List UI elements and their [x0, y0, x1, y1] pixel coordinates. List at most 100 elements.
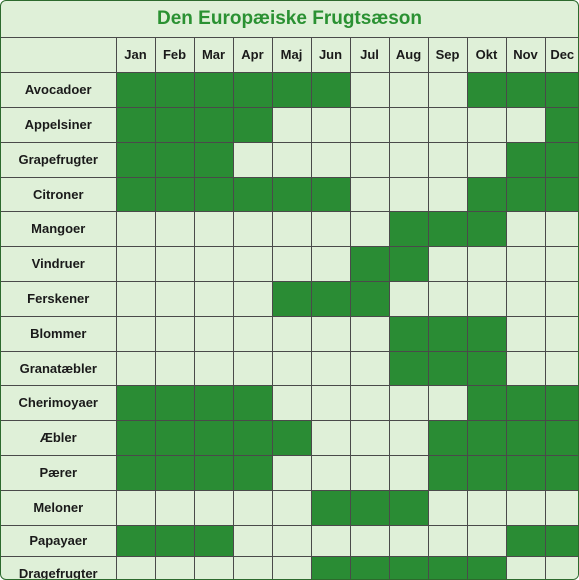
season-cell-out	[544, 489, 578, 526]
season-cell-in	[505, 141, 546, 178]
season-cell-in	[427, 454, 468, 491]
season-cell-in	[193, 454, 234, 491]
fruit-label: Papayaer	[1, 524, 117, 557]
season-cell-out	[544, 245, 578, 282]
season-cell-out	[388, 454, 429, 491]
season-cell-in	[544, 106, 578, 143]
season-cell-out	[349, 419, 390, 456]
season-cell-in	[466, 350, 507, 386]
season-cell-in	[310, 176, 351, 212]
season-cell-in	[271, 176, 312, 212]
season-cell-out	[193, 245, 234, 282]
season-cell-out	[349, 71, 390, 108]
season-cell-in	[154, 106, 195, 143]
season-cell-out	[388, 141, 429, 178]
season-cell-in	[115, 384, 156, 421]
season-cell-out	[271, 210, 312, 247]
season-cell-in	[154, 384, 195, 421]
fruit-label: Grapefrugter	[1, 141, 117, 178]
season-cell-in	[544, 176, 578, 212]
season-cell-in	[505, 384, 546, 421]
season-cell-in	[193, 176, 234, 212]
season-cell-in	[388, 245, 429, 282]
season-cell-out	[154, 245, 195, 282]
month-header: Mar	[193, 38, 234, 73]
season-cell-in	[115, 176, 156, 212]
season-cell-in	[388, 489, 429, 526]
season-cell-out	[388, 71, 429, 108]
season-cell-out	[349, 210, 390, 247]
season-cell-out	[232, 350, 273, 386]
fruit-row: Papayaer	[1, 524, 578, 557]
season-cell-in	[388, 555, 429, 579]
fruit-row: Æbler	[1, 419, 578, 456]
season-cell-in	[232, 419, 273, 456]
season-cell-out	[427, 106, 468, 143]
fruit-label: Appelsiner	[1, 106, 117, 143]
fruit-row: Grapefrugter	[1, 141, 578, 178]
season-cell-out	[349, 350, 390, 386]
season-cell-out	[154, 315, 195, 352]
season-cell-out	[427, 524, 468, 557]
season-cell-out	[544, 350, 578, 386]
month-header: Sep	[427, 38, 468, 73]
fruit-row: Blommer	[1, 315, 578, 352]
season-cell-out	[232, 280, 273, 317]
season-cell-out	[388, 280, 429, 317]
season-cell-in	[505, 524, 546, 557]
season-cell-out	[349, 141, 390, 178]
season-cell-in	[310, 280, 351, 317]
fruit-row: Dragefrugter	[1, 555, 578, 579]
season-cell-out	[427, 141, 468, 178]
month-header: Nov	[505, 38, 546, 73]
month-header: Maj	[271, 38, 312, 73]
season-cell-in	[232, 176, 273, 212]
season-cell-in	[349, 245, 390, 282]
season-cell-in	[466, 419, 507, 456]
season-cell-in	[388, 350, 429, 386]
season-cell-in	[466, 176, 507, 212]
season-cell-in	[466, 555, 507, 579]
season-cell-out	[115, 350, 156, 386]
season-cell-out	[271, 315, 312, 352]
season-cell-out	[466, 524, 507, 557]
season-cell-out	[154, 489, 195, 526]
fruit-row: Mangoer	[1, 210, 578, 247]
season-cell-in	[193, 524, 234, 557]
month-header: Apr	[232, 38, 273, 73]
season-cell-out	[232, 524, 273, 557]
season-cell-out	[271, 141, 312, 178]
season-cell-out	[310, 384, 351, 421]
season-cell-in	[232, 106, 273, 143]
fruit-label: Meloner	[1, 489, 117, 526]
season-cell-in	[466, 384, 507, 421]
season-cell-in	[427, 210, 468, 247]
season-cell-in	[544, 524, 578, 557]
season-cell-out	[505, 350, 546, 386]
season-cell-in	[115, 524, 156, 557]
season-cell-out	[232, 141, 273, 178]
season-cell-out	[232, 555, 273, 579]
season-cell-out	[544, 555, 578, 579]
month-header: Dec	[544, 38, 578, 73]
season-cell-out	[310, 106, 351, 143]
season-cell-out	[115, 555, 156, 579]
season-cell-out	[349, 176, 390, 212]
month-header: Jan	[115, 38, 156, 73]
season-cell-out	[271, 106, 312, 143]
season-cell-in	[544, 419, 578, 456]
season-cell-out	[427, 176, 468, 212]
fruit-label: Granatæbler	[1, 350, 117, 386]
season-cell-in	[544, 71, 578, 108]
fruit-row: Vindruer	[1, 245, 578, 282]
season-cell-in	[466, 454, 507, 491]
season-cell-out	[466, 489, 507, 526]
season-cell-out	[193, 555, 234, 579]
season-cell-out	[271, 350, 312, 386]
fruit-rows: Avocadoer Appelsiner Grapefrugter Citroner M…	[1, 71, 578, 579]
season-cell-out	[310, 245, 351, 282]
season-cell-out	[310, 315, 351, 352]
season-cell-out	[349, 315, 390, 352]
season-cell-in	[349, 489, 390, 526]
